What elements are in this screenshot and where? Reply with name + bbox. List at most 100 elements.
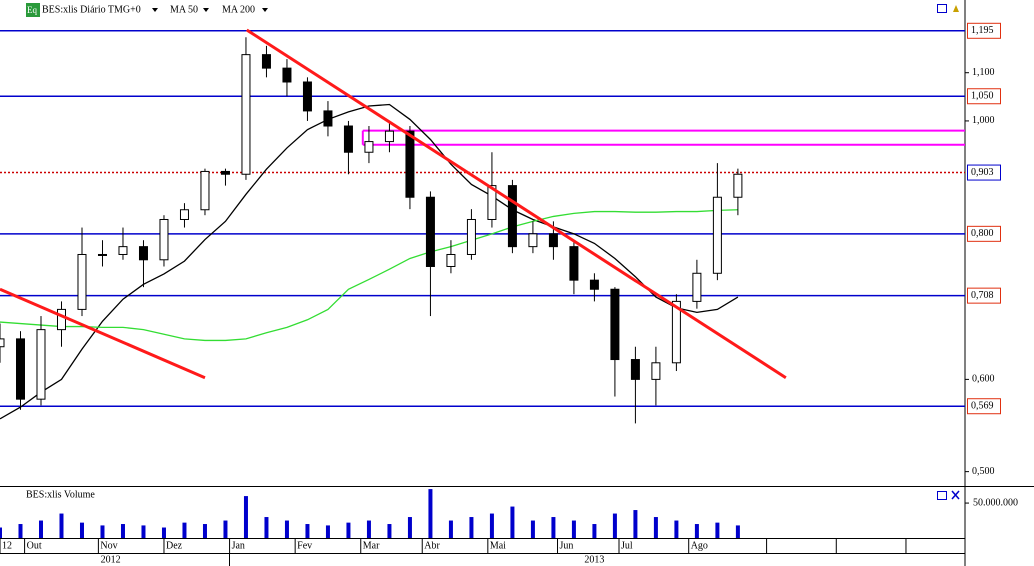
legend-ma50[interactable]: MA 50 — [170, 4, 198, 15]
candle-body — [610, 288, 620, 361]
candle-body — [302, 81, 312, 112]
volume-bar — [715, 522, 720, 538]
volume-bar — [346, 522, 351, 538]
candle-body — [179, 209, 189, 220]
ma-line — [0, 103, 739, 420]
volume-maximize-icon[interactable] — [937, 491, 947, 500]
candle-body — [692, 272, 702, 302]
x-tick-label: Mai — [490, 540, 506, 551]
volume-bar — [161, 527, 166, 538]
level-label: 1,050 — [971, 91, 994, 102]
volume-bar — [694, 524, 699, 538]
candle-body — [446, 253, 456, 267]
volume-bar — [141, 525, 146, 538]
volume-close-icon[interactable] — [951, 490, 960, 500]
y-tick-label: 1,000 — [972, 115, 995, 126]
x-tick-label: Mar — [363, 540, 380, 551]
year-label: 2012 — [101, 554, 121, 565]
volume-bar — [448, 520, 453, 538]
candle-body — [118, 246, 128, 255]
volume-bar — [223, 520, 228, 538]
candle-body — [159, 218, 169, 261]
volume-bar — [79, 522, 84, 538]
volume-title: BES:xlis Volume — [26, 489, 95, 500]
volume-bar — [469, 517, 474, 538]
candle-body — [15, 338, 25, 400]
volume-bar — [182, 522, 187, 538]
volume-bar — [571, 520, 576, 538]
candle-body — [77, 253, 87, 310]
maximize-icon[interactable] — [937, 4, 947, 13]
candle-body — [528, 233, 538, 248]
volume-bar — [243, 496, 248, 538]
settings-icon[interactable] — [953, 5, 959, 12]
volume-bar — [0, 527, 2, 538]
volume-bar — [674, 520, 679, 538]
candle-body — [569, 246, 579, 281]
candle-body — [241, 54, 251, 175]
x-tick-label: Ago — [691, 540, 708, 551]
candle-body — [487, 185, 497, 220]
candle-body — [425, 196, 435, 267]
volume-bar — [407, 517, 412, 538]
level-label-box — [967, 164, 1001, 181]
volume-bar — [612, 513, 617, 538]
candle-body — [56, 308, 66, 331]
candle-body — [548, 233, 558, 248]
candle-body — [138, 246, 148, 261]
x-tick-label: Jul — [621, 540, 633, 551]
level-label: 0,569 — [971, 401, 994, 412]
candle-body — [282, 67, 292, 83]
volume-bar — [489, 513, 494, 538]
year-label: 2013 — [584, 554, 604, 565]
volume-bar — [653, 517, 658, 538]
candle-body — [733, 173, 743, 198]
candle-body — [589, 279, 599, 290]
level-label-box — [967, 22, 1001, 39]
x-tick-label: Jun — [560, 540, 574, 551]
x-tick-label: Out — [27, 540, 42, 551]
candle-body — [261, 54, 271, 69]
candle-body — [712, 196, 722, 274]
candle-body — [97, 253, 107, 256]
candle-body — [630, 359, 640, 380]
x-tick-label: Dez — [166, 540, 183, 551]
candle-body — [384, 130, 394, 143]
volume-bar — [735, 525, 740, 538]
trendline — [245, 28, 787, 379]
volume-bar — [18, 524, 23, 538]
eq-icon[interactable] — [26, 3, 40, 17]
candle-body — [364, 141, 374, 153]
volume-tick-label: 50.000.000 — [973, 497, 1018, 508]
x-tick-label: 12 — [2, 540, 12, 551]
candle-body — [507, 185, 517, 248]
level-label: 1,195 — [971, 25, 994, 36]
candle-body — [405, 130, 415, 198]
candle-body — [200, 170, 210, 211]
ma-line — [0, 209, 738, 342]
volume-bar — [428, 489, 433, 538]
candle-body — [323, 110, 333, 127]
x-tick-label: Abr — [424, 540, 440, 551]
volume-bar — [592, 524, 597, 538]
candle-body — [0, 338, 5, 348]
legend-ma200[interactable]: MA 200 — [222, 4, 255, 15]
volume-bar — [38, 520, 43, 538]
trendline — [0, 287, 206, 380]
x-tick-label: Fev — [297, 540, 312, 551]
candle-body — [671, 300, 681, 364]
level-label-box — [967, 287, 1001, 304]
volume-bar — [305, 524, 310, 538]
chart-title[interactable]: BES:xlis Diário TMG+0 — [42, 4, 141, 15]
candle-body — [36, 329, 46, 400]
level-label: 0,708 — [971, 290, 994, 301]
candle-body — [220, 170, 230, 175]
candle-body — [466, 218, 476, 255]
volume-bar — [633, 510, 638, 538]
level-label: 0,903 — [971, 167, 994, 178]
y-tick-label: 0,600 — [972, 374, 995, 385]
volume-bar — [59, 513, 64, 538]
x-tick-label: Jan — [232, 540, 245, 551]
volume-bar — [120, 524, 125, 538]
